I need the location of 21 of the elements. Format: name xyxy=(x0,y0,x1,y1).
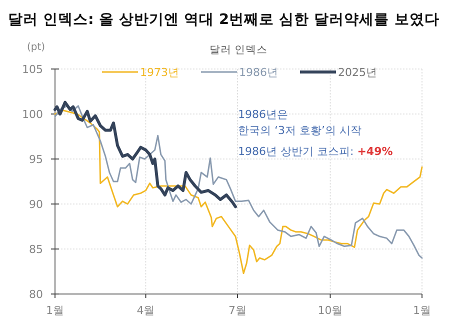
x-tick-label: 1월 xyxy=(46,304,64,317)
chart-subtitle: 달러 인덱스 xyxy=(209,44,268,56)
y-tick-label: 95 xyxy=(29,153,43,166)
legend-label: 1973년 xyxy=(140,66,179,79)
legend-label: 1986년 xyxy=(239,66,278,79)
chart-title: 달러 인덱스: 올 상반기엔 역대 2번째로 심한 달러약세를 보였다 xyxy=(8,12,440,28)
x-tick-label: 10월 xyxy=(318,304,343,317)
y-tick-label: 80 xyxy=(29,288,43,301)
annotation: 한국의 ‘3저 호황’의 시작 xyxy=(238,124,362,137)
x-tick-label: 7월 xyxy=(228,304,246,317)
line-series xyxy=(54,100,237,208)
y-tick-label: 85 xyxy=(29,243,43,256)
annotation: 1986년은 xyxy=(238,108,288,121)
legend-label: 2025년 xyxy=(338,66,377,79)
x-tick-label: 4월 xyxy=(136,304,155,317)
x-tick-label: 1월 xyxy=(413,304,431,317)
y-axis-title: (pt) xyxy=(26,42,46,53)
y-tick-label: 90 xyxy=(29,198,43,211)
y-tick-label: 105 xyxy=(22,63,43,76)
y-tick-label: 100 xyxy=(22,108,43,121)
annotation: 1986년 상반기 코스피: +49% xyxy=(238,145,393,158)
